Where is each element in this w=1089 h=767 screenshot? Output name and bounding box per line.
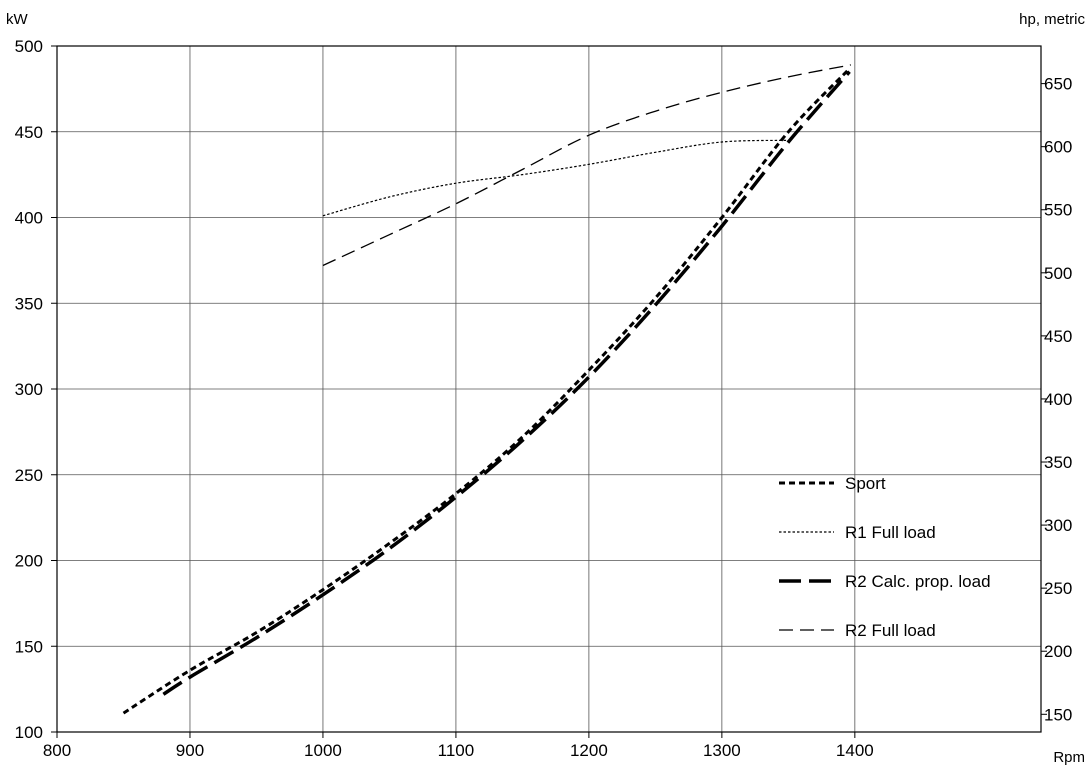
y-right-tick-label: 250 xyxy=(1044,579,1072,598)
x-tick-label: 900 xyxy=(176,741,204,760)
x-tick-label: 1100 xyxy=(438,741,475,760)
series-line-sport xyxy=(122,68,850,715)
x-tick-label: 1400 xyxy=(836,741,874,760)
series-line-r2-full-load xyxy=(322,64,851,267)
y-left-tick-label: 400 xyxy=(15,209,43,228)
y-right-tick-label: 350 xyxy=(1044,453,1072,472)
y-right-tick-label: 150 xyxy=(1044,705,1072,724)
y-left-tick-label: 100 xyxy=(15,723,43,742)
x-axis-label: Rpm xyxy=(1053,749,1085,766)
y-left-tick-label: 200 xyxy=(15,552,43,571)
legend-label-r1-full-load: R1 Full load xyxy=(845,523,936,542)
legend-label-sport: Sport xyxy=(845,474,886,493)
y-right-tick-label: 400 xyxy=(1044,390,1072,409)
y-right-tick-label: 600 xyxy=(1044,138,1072,157)
y-right-tick-label: 650 xyxy=(1044,75,1072,94)
x-tick-label: 1300 xyxy=(703,741,741,760)
y-right-tick-label: 550 xyxy=(1044,201,1072,220)
y-right-tick-label: 450 xyxy=(1044,327,1072,346)
legend-label-r2-calc-prop-load: R2 Calc. prop. load xyxy=(845,572,991,591)
y-right-tick-label: 500 xyxy=(1044,264,1072,283)
legend: Sport R1 Full load R2 Calc. prop. load R2 F… xyxy=(779,474,991,640)
y-right-tick-label: 200 xyxy=(1044,642,1072,661)
y-left-tick-label: 300 xyxy=(15,380,43,399)
y-right-tick-label: 300 xyxy=(1044,516,1072,535)
legend-label-r2-full-load: R2 Full load xyxy=(845,621,936,640)
grid-lines xyxy=(57,46,1041,732)
y-left-tick-label: 500 xyxy=(15,37,43,56)
axis-ticks: 800 900 1000 1100 1200 1300 1400 100 150 200 250 30… xyxy=(15,37,1073,760)
x-tick-label: 800 xyxy=(43,741,71,760)
series-lines xyxy=(122,64,851,715)
y-left-tick-label: 350 xyxy=(15,294,43,313)
y-right-axis-label: hp, metric xyxy=(1019,11,1085,28)
x-tick-label: 1000 xyxy=(304,741,342,760)
series-line-r2-calc-prop-load xyxy=(162,70,851,696)
y-left-tick-label: 150 xyxy=(15,637,43,656)
y-left-tick-label: 250 xyxy=(15,466,43,485)
y-left-tick-label: 450 xyxy=(15,123,43,142)
x-tick-label: 1200 xyxy=(570,741,608,760)
y-left-axis-label: kW xyxy=(6,11,29,28)
